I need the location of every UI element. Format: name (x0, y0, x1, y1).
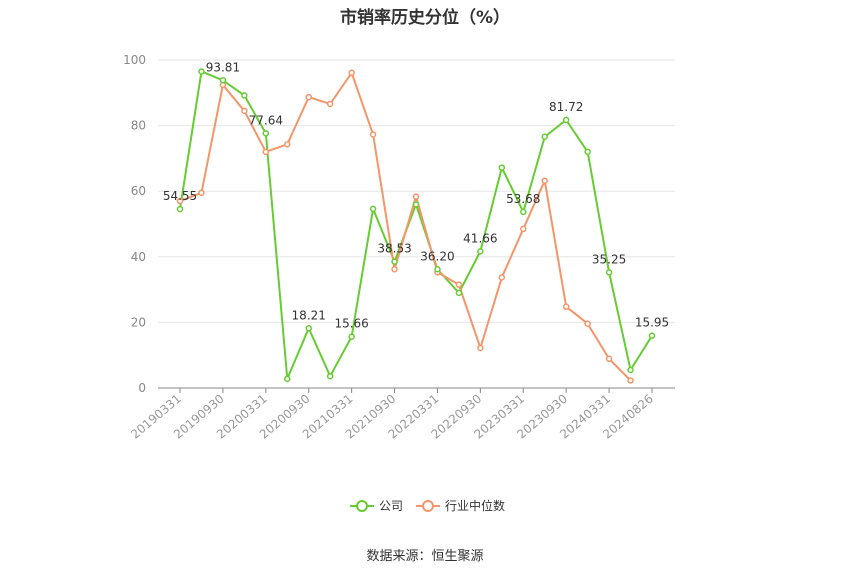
data-label: 77.64 (249, 113, 283, 127)
data-point-0 (391, 258, 398, 265)
data-point-1 (326, 100, 334, 108)
data-point-0 (605, 269, 613, 276)
data-point-0 (241, 92, 248, 99)
data-point-1 (369, 131, 377, 138)
source-label: 数据来源： (366, 549, 432, 564)
series-line-1 (179, 71, 632, 382)
data-label: 35.25 (592, 252, 626, 266)
data-point-0 (326, 372, 334, 380)
data-point-0 (477, 248, 484, 255)
data-point-1 (627, 377, 634, 384)
data-point-0 (541, 133, 548, 141)
data-point-0 (284, 375, 291, 383)
y-tick-label: 60 (131, 184, 146, 198)
legend: 公司 行业中位数 (350, 498, 505, 513)
legend-marker-1 (422, 500, 434, 512)
data-label: 36.20 (420, 249, 454, 263)
data-point-0 (262, 130, 270, 137)
data-point-0 (412, 201, 420, 208)
data-point-0 (348, 333, 355, 340)
data-point-0 (584, 148, 591, 156)
data-point-0 (176, 205, 184, 213)
data-point-0 (455, 289, 463, 297)
source-name: 恒生聚源 (431, 549, 484, 564)
data-point-0 (305, 325, 312, 332)
data-point-1 (391, 266, 398, 273)
data-label: 54.55 (163, 189, 197, 203)
data-point-1 (176, 197, 184, 205)
data-point-1 (198, 189, 205, 197)
data-point-1 (262, 148, 270, 156)
data-point-0 (520, 208, 527, 216)
data-point-0 (627, 366, 634, 374)
y-tick-label: 0 (138, 381, 146, 395)
data-point-1 (541, 177, 548, 184)
data-point-1 (284, 141, 291, 148)
data-point-0 (219, 77, 227, 84)
data-point-1 (605, 355, 613, 363)
data-point-0 (562, 116, 570, 124)
chart-title: 市销率历史分位（%） (339, 8, 511, 28)
data-point-1 (562, 303, 570, 310)
data-point-1 (305, 93, 312, 101)
y-tick-label: 40 (131, 250, 146, 264)
data-label: 15.95 (635, 316, 669, 330)
data-point-1 (412, 193, 420, 200)
legend-label-0: 公司 (379, 499, 403, 513)
y-tick-label: 100 (123, 53, 146, 67)
data-point-1 (520, 225, 527, 233)
legend-label-1: 行业中位数 (445, 498, 505, 513)
data-point-0 (498, 164, 506, 171)
data-labels: 54.55 93.81 77.64 18.21 15.66 38.53 36.20 41.66… (163, 60, 669, 330)
data-source: 数据来源：恒生聚源 (0, 545, 850, 564)
data-point-0 (198, 68, 205, 75)
y-tick-label: 20 (131, 315, 146, 329)
data-point-1 (241, 107, 248, 115)
y-tick-label: 80 (131, 119, 146, 133)
series-points (176, 68, 656, 384)
data-label: 15.66 (334, 317, 368, 331)
data-point-1 (348, 69, 355, 77)
legend-marker-0 (356, 500, 368, 512)
data-point-1 (498, 274, 506, 281)
data-label: 53.68 (506, 192, 540, 206)
data-point-1 (477, 344, 484, 352)
data-label: 18.21 (292, 308, 326, 322)
data-label: 93.81 (206, 60, 240, 74)
data-label: 41.66 (463, 231, 497, 245)
data-point-1 (584, 320, 591, 327)
data-point-0 (648, 332, 656, 339)
data-point-1 (455, 281, 463, 288)
data-point-0 (369, 205, 377, 213)
data-label: 38.53 (377, 242, 411, 256)
data-label: 81.72 (549, 100, 583, 114)
data-point-0 (434, 266, 441, 273)
